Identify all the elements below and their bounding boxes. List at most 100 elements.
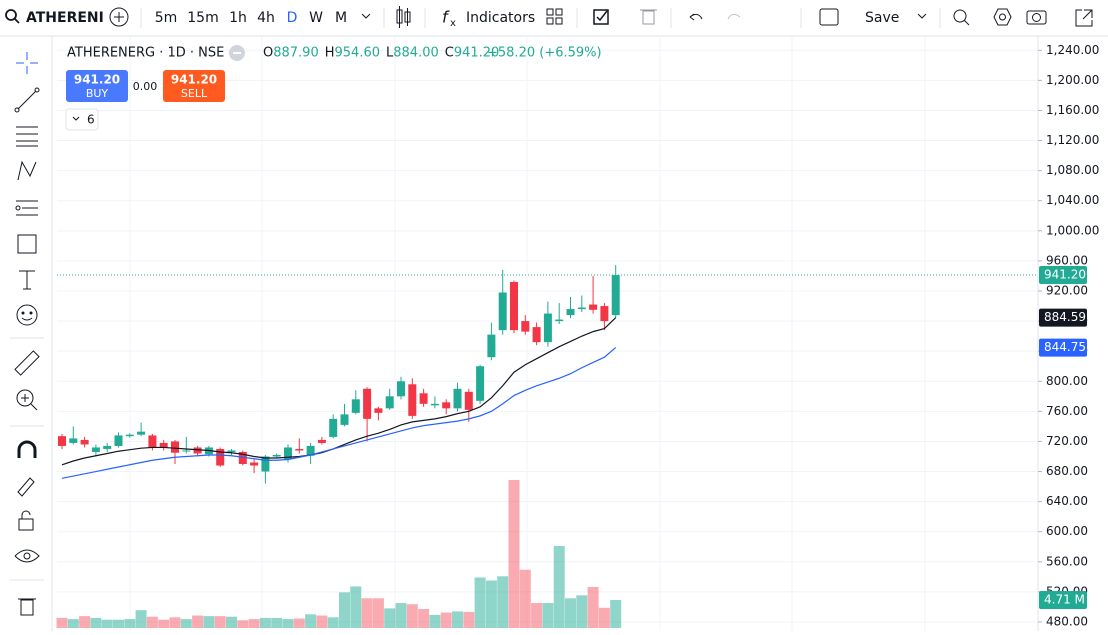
y-tick-label: 800.00	[1046, 374, 1088, 388]
candle-body	[125, 434, 134, 437]
hide-tool[interactable]	[14, 549, 40, 563]
candle-body	[227, 450, 236, 452]
buy-button[interactable]	[66, 70, 128, 102]
volume-bar	[56, 617, 68, 628]
pattern-tool[interactable]	[17, 160, 37, 181]
zoom-tool[interactable]	[16, 389, 34, 407]
volume-bar	[214, 616, 226, 628]
redo[interactable]	[727, 13, 741, 20]
volume-bar	[169, 617, 181, 628]
quick-search[interactable]	[953, 9, 967, 23]
volume-bar	[271, 617, 283, 628]
candle-body	[284, 447, 292, 460]
snapshot[interactable]	[1026, 10, 1047, 25]
legend: ATHERENERG · 1D · NSE O 887.90 H 954.60 L 884…	[67, 45, 602, 61]
legend-ohlc-value: 954.60	[335, 46, 381, 61]
interval-button[interactable]: M	[335, 10, 347, 26]
y-tick-label: 600.00	[1046, 524, 1088, 538]
chart-type-button[interactable]	[396, 6, 411, 28]
volume-bar	[192, 615, 204, 628]
legend-ohlc-value: 941.20	[454, 46, 500, 61]
volume-bar	[146, 616, 158, 628]
candle-body	[58, 436, 66, 446]
layout-box[interactable]	[819, 8, 839, 26]
add-symbol[interactable]	[109, 7, 129, 27]
volume-bar	[113, 619, 124, 628]
stay-drawing-tool[interactable]	[17, 477, 35, 497]
layouts-button[interactable]	[546, 8, 563, 25]
candle-body	[600, 306, 609, 322]
volume-bar	[406, 604, 418, 628]
candle-body	[532, 327, 541, 343]
shape-tool[interactable]	[17, 234, 37, 254]
candles	[58, 264, 620, 484]
volume-bar	[429, 614, 441, 628]
indicators-button[interactable]: Indicators	[466, 10, 535, 26]
y-tick-label: 640.00	[1046, 494, 1088, 508]
candle-body	[363, 388, 372, 419]
candle-body	[510, 281, 518, 331]
candle-body	[171, 441, 179, 453]
volume-bar	[101, 619, 113, 628]
moving-average-line	[61, 317, 617, 466]
volume-bar	[67, 619, 79, 628]
interval-button[interactable]: 4h	[257, 10, 275, 26]
candle-body	[329, 418, 338, 437]
candle-body	[566, 309, 575, 316]
interval-button[interactable]: D	[287, 10, 298, 26]
spread: 0.00	[133, 80, 158, 93]
volume-bar	[587, 586, 599, 628]
sell-button[interactable]	[163, 70, 225, 102]
volume-bar	[519, 569, 531, 628]
save-button[interactable]: Save	[865, 10, 899, 26]
y-tick-label: 480.00	[1046, 614, 1088, 628]
delete-button[interactable]	[640, 9, 657, 25]
trade-panel: 941.20 BUY 0.00 941.20 SELL 6	[65, 70, 225, 131]
text-tool[interactable]	[19, 270, 35, 290]
volume-bar	[576, 595, 588, 628]
y-tick-label: 1,080.00	[1046, 163, 1099, 177]
y-tick-label: 560.00	[1046, 554, 1088, 568]
volume-bar	[565, 598, 576, 628]
icon-tool[interactable]	[16, 304, 38, 326]
crosshair-tool[interactable]	[16, 52, 38, 74]
y-tick-label: 1,120.00	[1046, 133, 1099, 147]
y-tick-label: 1,200.00	[1046, 73, 1099, 87]
interval-button[interactable]: 1h	[229, 10, 247, 26]
volume-bar	[418, 608, 430, 628]
candle-body	[611, 275, 620, 316]
volume-bar	[293, 618, 305, 628]
alert-button[interactable]	[593, 9, 609, 25]
volume-bar	[339, 592, 350, 628]
fullscreen[interactable]	[1075, 9, 1093, 27]
trendline-tool[interactable]	[14, 87, 40, 113]
fib-tool[interactable]	[16, 126, 38, 147]
y-tick-label: 920.00	[1046, 284, 1088, 298]
symbol-search[interactable]: ATHERENI	[26, 10, 104, 26]
magnet-tool[interactable]	[17, 440, 37, 458]
settings[interactable]	[993, 8, 1012, 26]
legend-ohlc-label: H	[325, 46, 335, 61]
measure-tool[interactable]	[14, 350, 40, 376]
last-price-tag	[1039, 266, 1087, 285]
y-tick-label: 1,040.00	[1046, 193, 1099, 207]
candle-body	[487, 334, 496, 358]
lock-tool[interactable]	[18, 518, 34, 531]
y-tick-label: 760.00	[1046, 404, 1088, 418]
volume-bar	[361, 598, 373, 628]
indicators-toggle[interactable]	[65, 108, 99, 131]
y-tick-label: 960.00	[1046, 253, 1088, 267]
y-tick-label: 1,160.00	[1046, 103, 1099, 117]
candle-body	[295, 448, 304, 451]
volume-bar	[282, 619, 294, 628]
volume-bar	[452, 611, 463, 628]
interval-button[interactable]: 15m	[187, 10, 218, 26]
moving-average-line	[61, 347, 617, 479]
interval-button[interactable]: 5m	[155, 10, 178, 26]
buy-price: 941.20	[74, 73, 120, 87]
remove-tool[interactable]	[18, 598, 36, 616]
prediction-tool[interactable]	[15, 200, 38, 216]
interval-button[interactable]: W	[309, 10, 323, 26]
volume-bar	[474, 577, 486, 628]
legend-change: +58.20 (+6.59%)	[487, 46, 602, 61]
